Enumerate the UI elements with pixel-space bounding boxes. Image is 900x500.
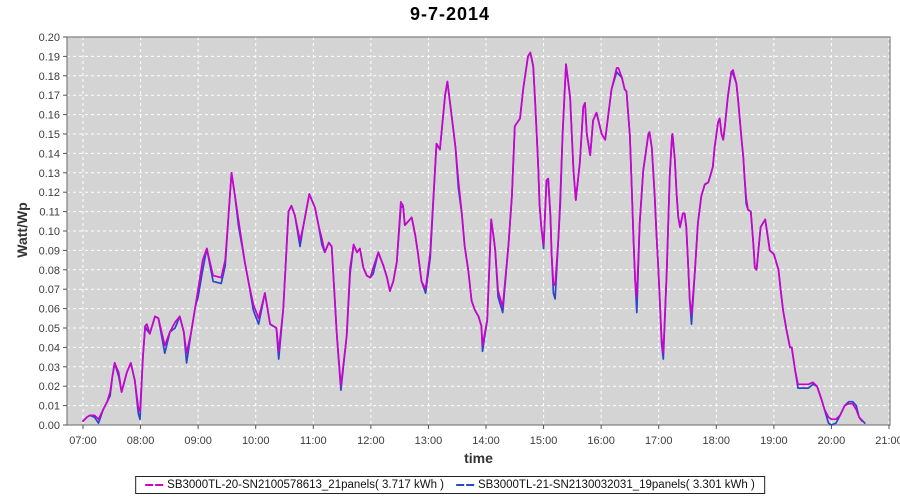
y-tick-label: 0.07: [39, 284, 60, 296]
series1-line-marker: [145, 483, 164, 487]
x-tick-label: 16:00: [587, 435, 615, 447]
y-tick-label: 0.11: [39, 207, 60, 219]
y-tick-label: 0.03: [39, 362, 60, 374]
y-tick-label: 0.18: [39, 71, 60, 83]
x-tick-label: 18:00: [703, 435, 731, 447]
legend-label-series2: SB3000TL-21-SN2130032031_19panels( 3.301…: [478, 479, 755, 491]
x-tick-label: 17:00: [645, 435, 673, 447]
legend-label-series1: SB3000TL-20-SN2100578613_21panels( 3.717…: [167, 479, 444, 491]
x-tick-label: 21:00: [875, 435, 900, 447]
x-tick-label: 19:00: [760, 435, 788, 447]
x-tick-label: 07:00: [69, 435, 97, 447]
series-line-1: [82, 51, 863, 422]
y-tick-label: 0.10: [39, 226, 60, 238]
series2-line-marker: [456, 483, 474, 487]
y-tick-label: 0.16: [39, 110, 60, 122]
y-tick-label: 0.06: [39, 304, 60, 316]
x-tick-label: 15:00: [530, 435, 558, 447]
y-axis-label: Watt/Wp: [14, 202, 30, 258]
y-tick-label: 0.13: [39, 168, 60, 180]
y-tick-label: 0.04: [39, 342, 60, 354]
y-tick-label: 0.15: [39, 129, 60, 141]
y-tick-label: 0.17: [39, 90, 60, 102]
legend-entry-series1: SB3000TL-20-SN2100578613_21panels( 3.717…: [145, 479, 444, 491]
legend-entry-series2: SB3000TL-21-SN2130032031_19panels( 3.301…: [456, 479, 755, 491]
y-tick-label: 0.02: [39, 381, 60, 393]
y-tick-label: 0.09: [39, 245, 60, 257]
x-tick-label: 12:00: [357, 435, 385, 447]
legend: SB3000TL-20-SN2100578613_21panels( 3.717…: [135, 476, 765, 494]
y-tick-label: 0.19: [39, 51, 60, 63]
y-tick-label: 0.20: [39, 32, 60, 44]
y-tick-label: 0.14: [39, 148, 60, 160]
x-tick-label: 11:00: [300, 435, 327, 447]
x-tick-label: 09:00: [184, 435, 212, 447]
chart-title: 9-7-2014: [409, 4, 491, 24]
y-tick-label: 0.08: [39, 265, 60, 277]
x-tick-label: 14:00: [472, 435, 500, 447]
x-tick-label: 08:00: [127, 435, 155, 447]
y-tick-label: 0.12: [39, 187, 60, 199]
x-tick-label: 10:00: [242, 435, 270, 447]
x-tick-label: 13:00: [415, 435, 443, 447]
x-tick-label: 20:00: [818, 435, 846, 447]
y-tick-label: 0.01: [39, 401, 60, 413]
y-tick-label: 0.00: [39, 420, 60, 432]
x-axis-label: time: [464, 450, 493, 466]
y-tick-label: 0.05: [39, 323, 60, 335]
